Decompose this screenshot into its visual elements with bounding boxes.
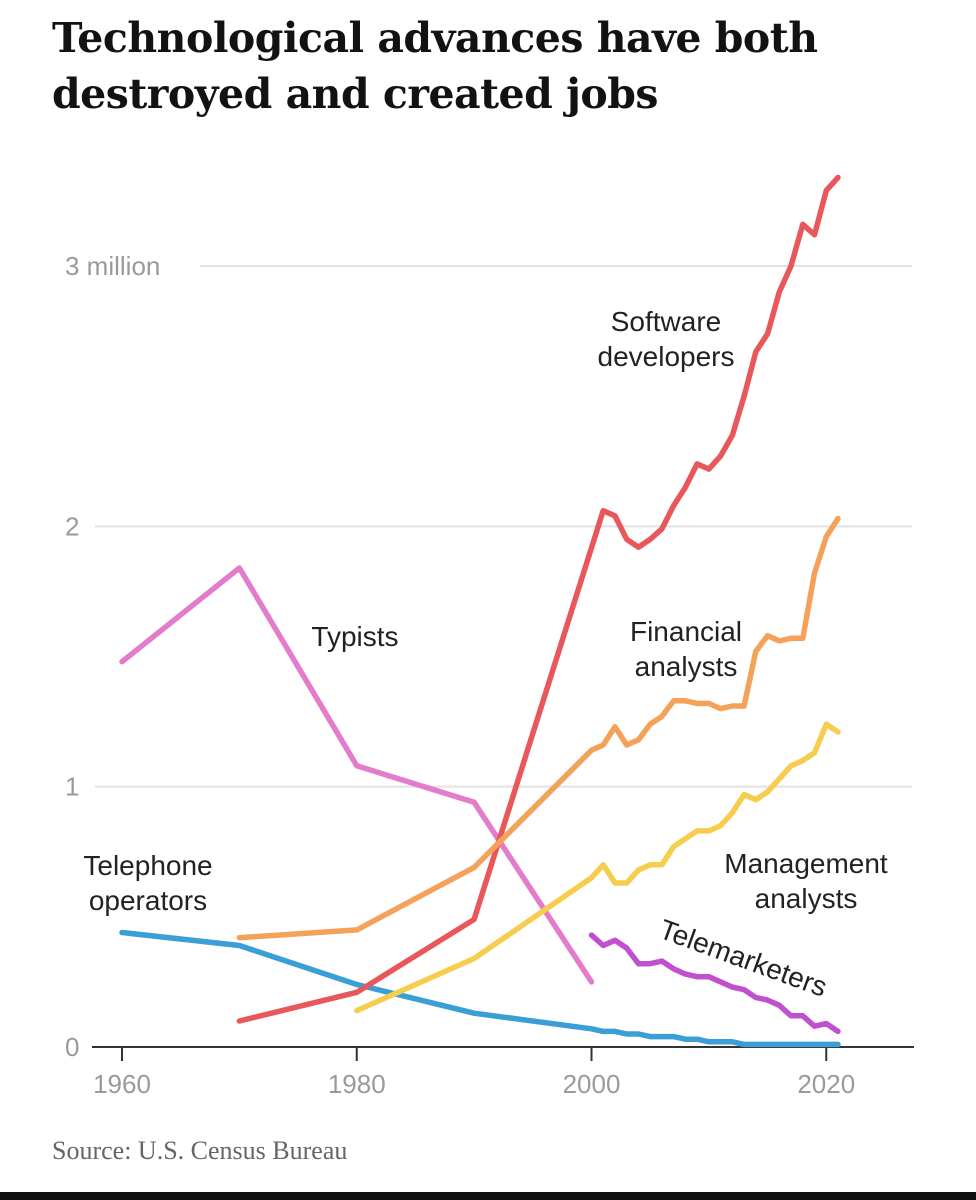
x-tick-label-1980: 1980 [328, 1069, 386, 1099]
series-lines [119, 174, 841, 1048]
y-tick-label-2: 2 [65, 511, 79, 541]
series-label-management-analysts-1: Management [724, 848, 888, 879]
x-tick-label-2000: 2000 [563, 1069, 621, 1099]
series-label-telephone-operators-2: operators [89, 885, 207, 916]
y-tick-label-3-million: 3 million [65, 251, 160, 281]
x-axis: 1960 1980 2000 2020 [92, 1046, 914, 1099]
series-line-management-analysts [354, 721, 841, 1014]
series-label-telephone-operators-1: Telephone [83, 850, 212, 881]
series-label-financial-analysts-1: Financial [630, 616, 742, 647]
series-line-telephone-operators [119, 929, 841, 1048]
bottom-rule [0, 1192, 976, 1200]
series-line-software-developers [236, 174, 841, 1024]
series-label-software-developers-2: developers [598, 341, 735, 372]
y-tick-label-0: 0 [65, 1032, 79, 1062]
y-tick-label-1: 1 [65, 772, 79, 802]
line-chart: 0 1 2 3 million 1960 1980 2000 2020 Typists Tel… [65, 174, 914, 1099]
series-labels: Typists Telephone operators Software develop… [83, 306, 888, 1003]
series-label-typists-1: Typists [311, 621, 398, 652]
x-tick-label-1960: 1960 [93, 1069, 151, 1099]
series-line-financial-analysts [236, 515, 841, 941]
series-line-typists [119, 565, 595, 985]
series-line-telemarketers [588, 932, 841, 1035]
series-label-software-developers-1: Software [611, 306, 722, 337]
x-tick-label-2020: 2020 [797, 1069, 855, 1099]
series-label-management-analysts-2: analysts [755, 883, 858, 914]
series-label-financial-analysts-2: analysts [635, 651, 738, 682]
chart-title: Technological advances have both destroy… [52, 14, 818, 118]
source-note: Source: U.S. Census Bureau [52, 1136, 348, 1165]
